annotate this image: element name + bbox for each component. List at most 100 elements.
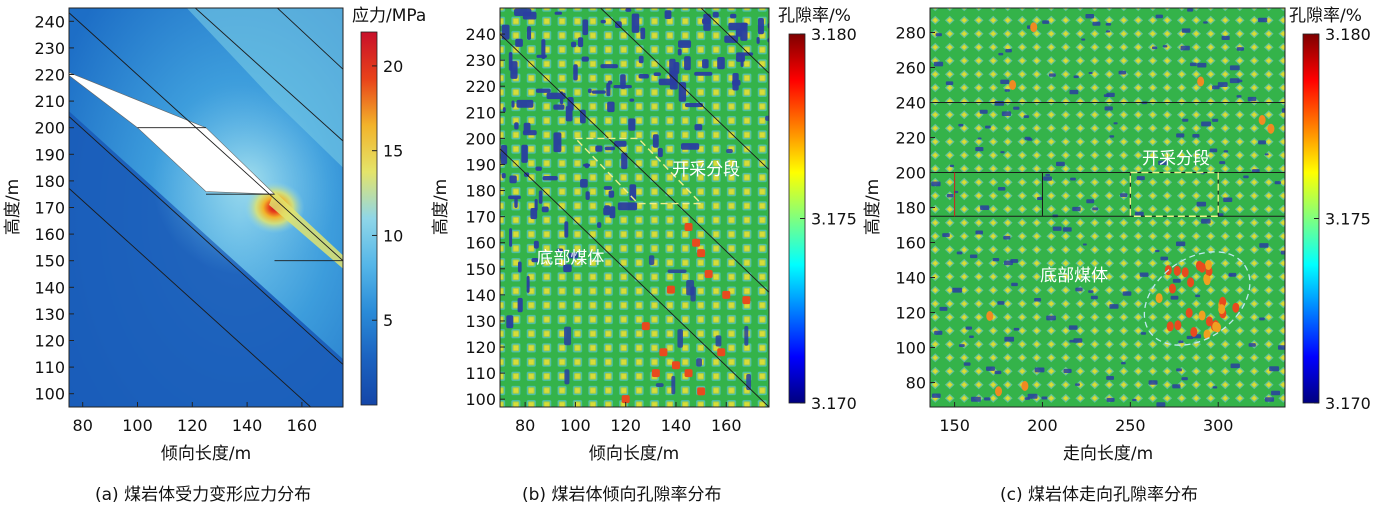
- panel-b-xlabel: 倾向长度/m: [589, 444, 679, 464]
- low-porosity-cell: [1105, 22, 1112, 26]
- y-tick-label: 170: [465, 208, 496, 227]
- panel-c-x-ticks: 150 200 250 300: [939, 402, 1233, 435]
- low-porosity-cell: [678, 40, 692, 48]
- y-tick-label: 180: [34, 172, 65, 191]
- high-porosity-cell: [1021, 381, 1029, 391]
- low-porosity-cell: [997, 301, 1005, 305]
- high-porosity-cell: [717, 348, 726, 357]
- low-porosity-cell: [500, 145, 508, 165]
- low-porosity-cell: [1236, 95, 1242, 98]
- low-porosity-cell: [985, 125, 991, 129]
- low-porosity-cell: [1176, 133, 1185, 138]
- caption-c: (c) 煤岩体走向孔隙率分布: [1000, 485, 1199, 505]
- boundary-line: [700, 8, 769, 74]
- high-porosity-cell: [1232, 302, 1240, 313]
- low-porosity-cell: [1011, 282, 1018, 287]
- low-porosity-cell: [579, 109, 586, 124]
- y-tick-label: 100: [895, 339, 926, 358]
- low-porosity-cell: [933, 61, 944, 67]
- annotation-mining-segment: 开采分段: [1142, 149, 1210, 169]
- caption-b: (b) 煤岩体倾向孔隙率分布: [522, 485, 722, 505]
- y-tick-label: 230: [465, 51, 496, 70]
- low-porosity-cell: [554, 11, 563, 15]
- low-porosity-cell: [1086, 199, 1095, 204]
- panel-b-ylabel: 高度/m: [431, 179, 451, 235]
- low-porosity-cell: [939, 306, 948, 311]
- low-porosity-cell: [732, 79, 741, 86]
- low-porosity-cell: [535, 166, 542, 171]
- low-porosity-cell: [756, 36, 760, 44]
- low-porosity-cell: [1092, 21, 1101, 26]
- low-porosity-cell: [533, 240, 539, 249]
- y-tick-label: 140: [895, 269, 926, 288]
- low-porosity-cell: [1109, 135, 1115, 138]
- low-porosity-cell: [1192, 134, 1200, 138]
- colorbar-tick-label: 3.180: [811, 25, 857, 44]
- low-porosity-cell: [1034, 367, 1045, 373]
- low-porosity-cell: [1013, 327, 1020, 331]
- low-porosity-cell: [969, 254, 978, 259]
- low-porosity-cell: [526, 26, 532, 40]
- high-porosity-cell: [641, 322, 650, 331]
- high-porosity-cell: [1218, 304, 1226, 315]
- low-porosity-cell: [1212, 85, 1220, 90]
- colorbar-tick-label: 3.175: [811, 210, 857, 229]
- low-porosity-cell: [735, 28, 742, 37]
- low-porosity-cell: [694, 71, 713, 76]
- low-porosity-cell: [680, 143, 700, 150]
- y-tick-label: 140: [34, 278, 65, 297]
- low-porosity-cell: [1082, 243, 1087, 246]
- low-porosity-cell: [970, 396, 981, 402]
- y-tick-label: 100: [34, 385, 65, 404]
- seam-boundary-lines: [69, 8, 343, 407]
- low-porosity-cell: [963, 362, 971, 366]
- y-tick-label: 110: [34, 358, 65, 377]
- low-porosity-cell: [1027, 393, 1038, 399]
- low-porosity-spots: [931, 8, 1285, 407]
- low-porosity-cell: [1223, 197, 1233, 203]
- low-porosity-cell: [553, 104, 565, 110]
- low-porosity-cell: [608, 190, 615, 198]
- low-porosity-cell: [581, 56, 589, 62]
- low-porosity-cell: [677, 48, 682, 56]
- boundary-line: [500, 33, 769, 293]
- low-porosity-cell: [728, 22, 746, 31]
- low-porosity-cell: [511, 100, 515, 108]
- low-porosity-cell: [1243, 175, 1249, 179]
- low-porosity-cell: [1195, 294, 1201, 298]
- x-tick-label: 100: [122, 416, 153, 435]
- high-porosity-cell: [1030, 22, 1038, 33]
- low-porosity-cell: [553, 132, 562, 153]
- low-porosity-cell: [1005, 49, 1012, 53]
- x-tick-label: 140: [232, 416, 263, 435]
- low-porosity-cell: [1069, 339, 1075, 343]
- low-porosity-cell: [998, 52, 1004, 56]
- panel-c-xlabel: 走向长度/m: [1063, 444, 1153, 464]
- high-porosity-cell: [1197, 76, 1205, 87]
- y-tick-label: 240: [895, 94, 926, 113]
- low-porosity-cell: [501, 172, 506, 179]
- low-porosity-cell: [1277, 345, 1285, 350]
- low-porosity-cell: [1003, 235, 1011, 240]
- high-porosity-cell: [722, 290, 731, 299]
- low-porosity-cell: [724, 35, 739, 43]
- y-tick-label: 80: [906, 374, 926, 393]
- low-porosity-cell: [986, 366, 995, 371]
- high-porosity-cell: [1009, 80, 1017, 90]
- y-tick-label: 240: [465, 25, 496, 44]
- low-porosity-cell: [1170, 295, 1179, 300]
- low-porosity-cell: [1181, 28, 1191, 33]
- low-porosity-cell: [509, 175, 517, 184]
- low-porosity-cell: [1182, 118, 1189, 122]
- low-porosity-cell: [1134, 211, 1144, 217]
- colorbar-tick-label: 3.180: [1325, 25, 1371, 44]
- high-porosity-cell: [1204, 260, 1212, 271]
- low-porosity-cell: [517, 261, 522, 273]
- low-porosity-cell: [1073, 75, 1079, 79]
- high-porosity-cell: [1155, 293, 1163, 304]
- low-porosity-cell: [671, 375, 676, 395]
- low-porosity-cell: [767, 23, 769, 29]
- y-tick-label: 150: [465, 260, 496, 279]
- low-porosity-cell: [1081, 38, 1086, 41]
